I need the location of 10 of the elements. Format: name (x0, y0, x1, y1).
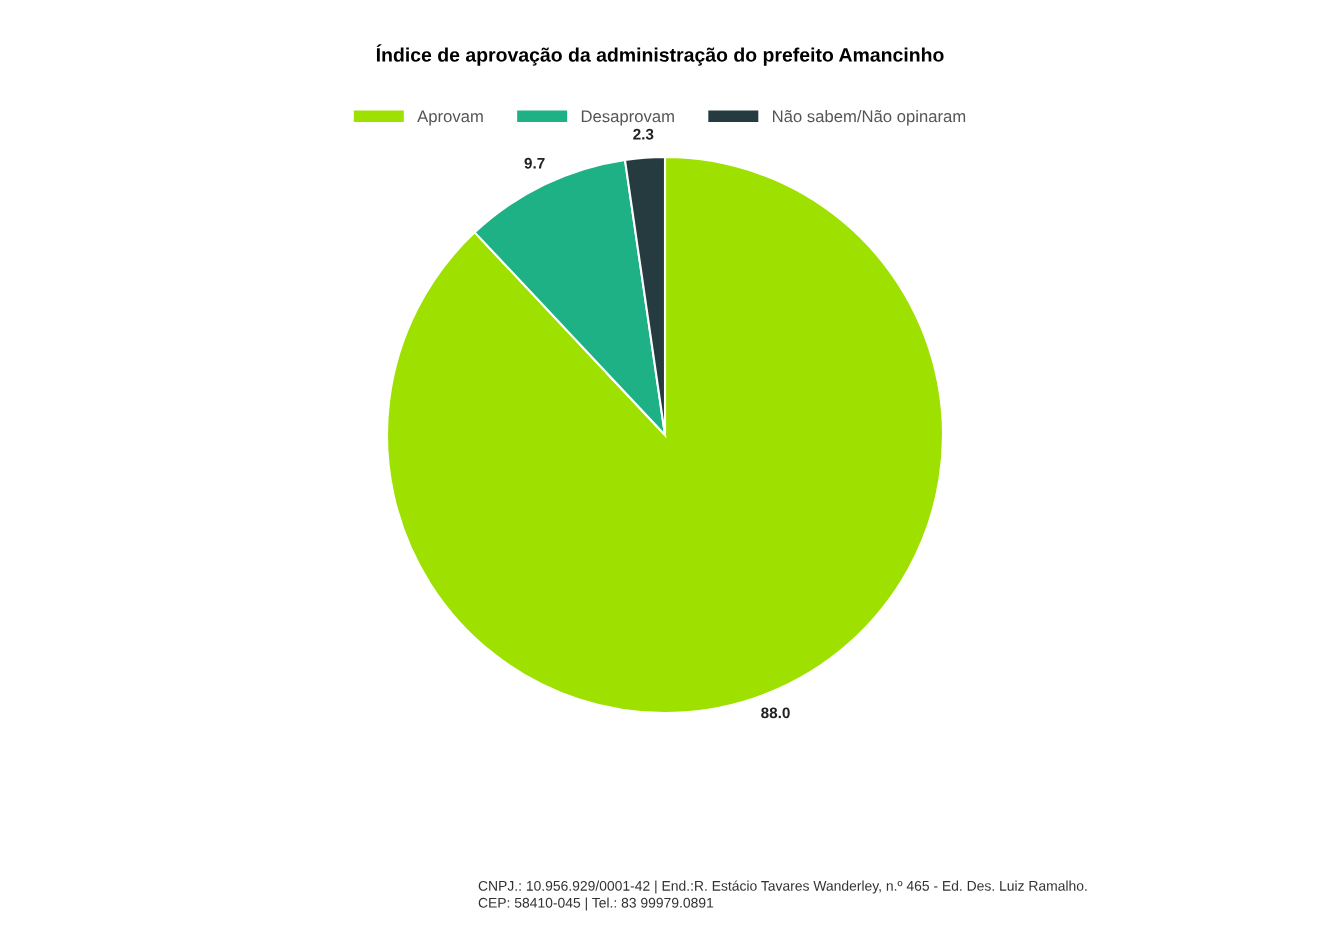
data-label: 9.7 (524, 157, 545, 169)
legend-label: Aprovam (417, 110, 483, 126)
legend-label: Não sabem/Não opinaram (773, 110, 966, 126)
chart-title: Índice de aprovação da administração do prefeito Amancinho (376, 44, 944, 66)
data-label: 2.3 (633, 128, 654, 140)
text: CEP: 58410-045 | Tel.: 83 99979.0891 (478, 897, 714, 911)
data-label: 88.0 (761, 707, 790, 719)
pie-slice (473, 158, 667, 437)
legend-label: Desaprovam (581, 110, 674, 126)
text: CNPJ.: 10.956.929/0001-42 | End.:R. Estácio Tavares Wanderley, n.º 465 - Ed. Des. Luiz Ramalho. (478, 880, 1087, 894)
